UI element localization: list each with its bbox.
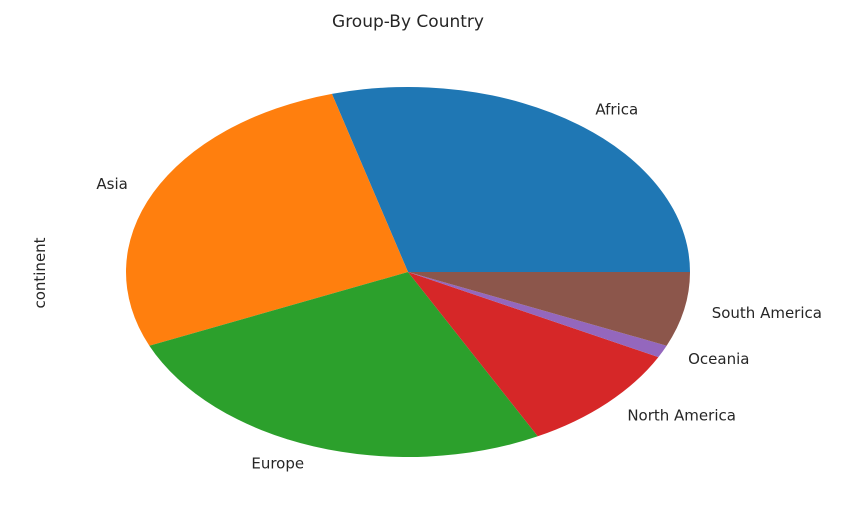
pie-slice-south-america xyxy=(408,272,690,346)
pie-slice-europe xyxy=(149,272,538,457)
pie-label-europe: Europe xyxy=(251,454,304,472)
pie-slice-north-america xyxy=(408,272,659,437)
pie-label-africa: Africa xyxy=(595,100,638,118)
pie-label-oceania: Oceania xyxy=(688,350,749,368)
pie-slice-asia xyxy=(126,93,409,346)
pie-label-asia: Asia xyxy=(96,175,127,193)
pie-labels: Africa Asia Europe North America Oceania Sout… xyxy=(96,100,822,472)
chart-title: Group-By Country xyxy=(332,12,484,32)
pie-slice-africa xyxy=(331,87,690,272)
pie-label-north-america: North America xyxy=(627,406,736,424)
pie-slices xyxy=(126,87,690,457)
y-axis-label: continent xyxy=(31,237,49,308)
pie-label-south-america: South America xyxy=(712,304,822,322)
pie-slice-oceania xyxy=(408,272,667,358)
